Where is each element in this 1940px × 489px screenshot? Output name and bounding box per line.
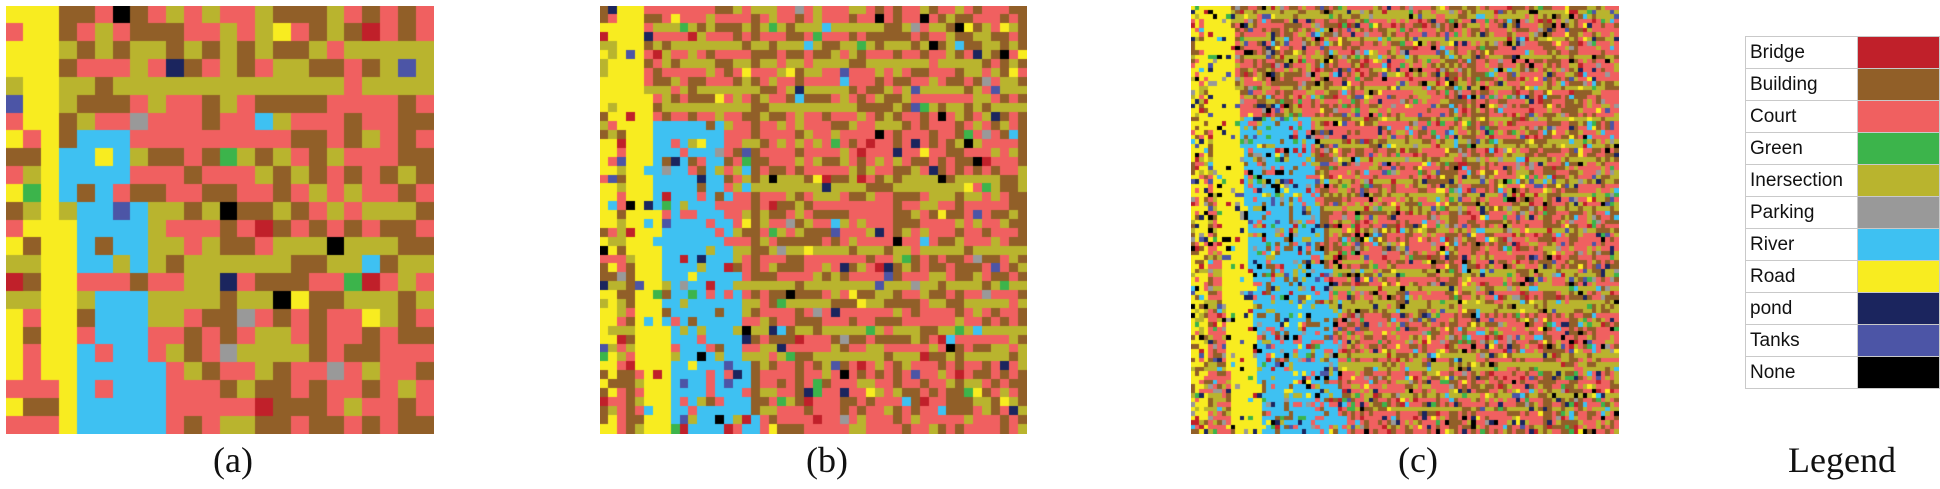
legend-swatch <box>1857 36 1940 69</box>
legend-swatch <box>1857 68 1940 101</box>
legend-row-green: Green <box>1744 132 1940 165</box>
legend-label: pond <box>1744 292 1859 325</box>
legend-label: Building <box>1744 68 1859 101</box>
legend-row-river: River <box>1744 228 1940 261</box>
caption-c: (c) <box>1398 440 1438 480</box>
legend-swatch <box>1857 196 1940 229</box>
legend-label: None <box>1744 356 1859 389</box>
legend-row-court: Court <box>1744 100 1940 133</box>
legend-swatch <box>1857 132 1940 165</box>
legend-swatch <box>1857 324 1940 357</box>
legend-swatch <box>1857 228 1940 261</box>
legend-row-tanks: Tanks <box>1744 324 1940 357</box>
legend-label: Court <box>1744 100 1859 133</box>
segmentation-map-b <box>600 6 1027 434</box>
legend-row-building: Building <box>1744 68 1940 101</box>
legend-swatch <box>1857 260 1940 293</box>
legend-table: Bridge Building Court Green Inersection Parki… <box>1744 36 1940 389</box>
legend-row-inersection: Inersection <box>1744 164 1940 197</box>
class-grid-a <box>6 6 434 434</box>
legend-row-none: None <box>1744 356 1940 389</box>
segmentation-map-a <box>6 6 434 434</box>
legend-label: Road <box>1744 260 1859 293</box>
legend-swatch <box>1857 356 1940 389</box>
class-grid-b <box>600 6 1027 434</box>
legend-row-parking: Parking <box>1744 196 1940 229</box>
caption-a: (a) <box>213 440 253 480</box>
legend-row-pond: pond <box>1744 292 1940 325</box>
segmentation-map-c <box>1191 6 1619 434</box>
legend-swatch <box>1857 292 1940 325</box>
legend-label: River <box>1744 228 1859 261</box>
legend-row-road: Road <box>1744 260 1940 293</box>
legend-row-bridge: Bridge <box>1744 36 1940 69</box>
legend-title: Legend <box>1788 440 1896 480</box>
caption-b: (b) <box>806 440 848 480</box>
legend-swatch <box>1857 100 1940 133</box>
class-grid-c <box>1191 6 1619 434</box>
legend-label: Green <box>1744 132 1859 165</box>
legend-label: Parking <box>1744 196 1859 229</box>
legend-label: Tanks <box>1744 324 1859 357</box>
legend-swatch <box>1857 164 1940 197</box>
legend-label: Inersection <box>1744 164 1859 197</box>
legend-label: Bridge <box>1744 36 1859 69</box>
